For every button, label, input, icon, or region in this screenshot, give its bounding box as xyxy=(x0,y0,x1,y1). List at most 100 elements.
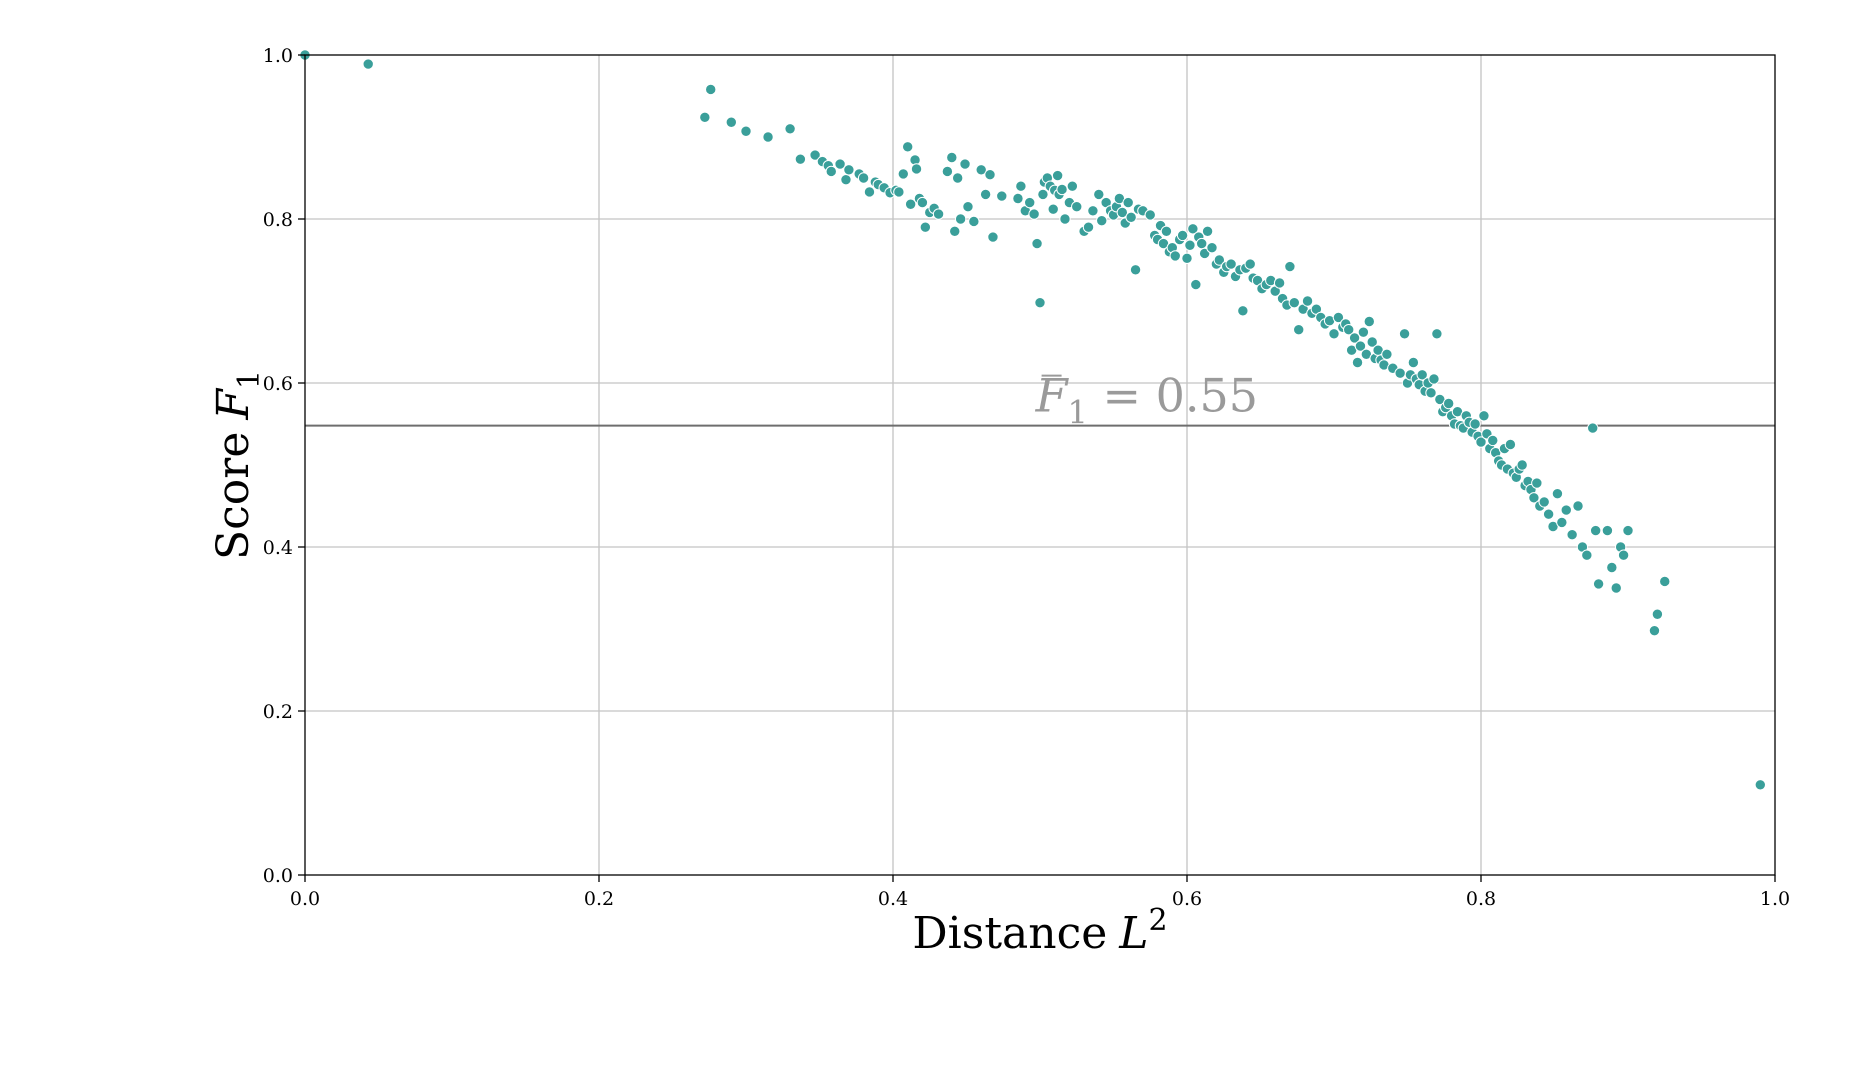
mean-label-value: = 0.55 xyxy=(1088,369,1258,423)
data-point xyxy=(949,225,961,238)
data-point xyxy=(919,221,932,233)
data-point xyxy=(843,164,855,176)
data-point xyxy=(1566,529,1578,541)
data-point xyxy=(1051,169,1064,182)
data-point xyxy=(1366,336,1378,348)
data-point xyxy=(979,188,992,201)
data-point xyxy=(1301,295,1314,307)
data-point xyxy=(1572,500,1584,512)
axis-ticks: 0.0 0.2 0.4 0.6 0.8 1.0 0.0 0.2 0.4 0.6 0.8 1.0 xyxy=(263,45,1790,910)
data-point xyxy=(1169,250,1181,262)
data-point xyxy=(1056,183,1068,196)
data-point xyxy=(1125,211,1137,224)
data-point xyxy=(1601,524,1614,537)
data-point xyxy=(1651,608,1664,620)
data-point xyxy=(1332,311,1345,324)
data-point xyxy=(1617,549,1630,561)
data-point xyxy=(1343,324,1355,336)
data-point xyxy=(784,123,796,135)
data-point xyxy=(1225,258,1237,270)
data-point xyxy=(1357,326,1370,338)
data-point xyxy=(362,58,374,70)
data-point xyxy=(1024,196,1036,209)
x-tick-label: 0.2 xyxy=(584,888,614,910)
x-axis-title-superscript: 2 xyxy=(1149,903,1168,938)
data-point xyxy=(1431,328,1443,340)
data-point xyxy=(809,149,821,161)
data-point xyxy=(1244,258,1256,270)
data-point xyxy=(1037,188,1049,201)
data-point xyxy=(1187,223,1199,235)
data-point xyxy=(1581,549,1593,561)
plot-frame xyxy=(304,54,1776,876)
data-point xyxy=(910,163,923,175)
data-point xyxy=(1196,237,1208,250)
data-point xyxy=(1160,225,1173,238)
data-point xyxy=(1012,192,1024,205)
data-point xyxy=(1348,332,1361,344)
data-point xyxy=(941,165,954,178)
data-point xyxy=(725,116,737,128)
x-tick-label: 0.4 xyxy=(878,888,908,910)
data-point xyxy=(897,168,909,180)
data-point xyxy=(959,158,971,170)
data-point xyxy=(1531,477,1543,489)
data-point xyxy=(1551,488,1564,500)
data-point xyxy=(705,83,717,96)
data-point xyxy=(951,172,964,184)
data-point xyxy=(1478,410,1490,422)
data-point xyxy=(1538,496,1550,508)
data-point xyxy=(902,141,914,153)
data-point xyxy=(1093,188,1105,201)
data-point xyxy=(1407,356,1420,369)
data-point xyxy=(1190,278,1202,291)
data-point xyxy=(1556,516,1568,529)
data-point xyxy=(1363,315,1375,328)
data-point xyxy=(1028,208,1040,220)
data-point xyxy=(1144,209,1156,221)
data-point xyxy=(1351,356,1364,369)
y-axis-title-math: F xyxy=(208,388,259,421)
data-point xyxy=(1754,779,1767,791)
data-point xyxy=(1394,367,1406,379)
x-tick-label: 1.0 xyxy=(1760,888,1790,910)
x-axis-title-text: Distance xyxy=(912,908,1107,959)
data-point xyxy=(1469,418,1481,430)
y-axis-title: Score F1 xyxy=(208,370,267,560)
data-point xyxy=(1087,205,1099,217)
data-point xyxy=(1542,508,1555,520)
data-point xyxy=(1237,305,1249,317)
data-point xyxy=(1592,578,1605,590)
data-point xyxy=(1201,225,1214,238)
data-point xyxy=(1293,324,1305,336)
data-point xyxy=(1442,397,1455,410)
y-tick-label: 0.6 xyxy=(263,373,293,395)
data-point xyxy=(893,186,905,198)
gridlines xyxy=(305,55,1775,875)
y-tick-label: 0.8 xyxy=(263,209,293,231)
data-point xyxy=(863,186,876,198)
data-point xyxy=(1181,252,1193,265)
data-point xyxy=(1034,296,1046,309)
mean-label-subscript: 1 xyxy=(1068,394,1088,432)
y-tick-label: 0.0 xyxy=(263,865,293,887)
data-point xyxy=(996,190,1008,202)
data-point xyxy=(1428,373,1440,385)
x-tick-label: 0.0 xyxy=(290,888,320,910)
data-point xyxy=(1184,239,1196,251)
data-point xyxy=(1425,387,1437,399)
data-point xyxy=(834,158,846,170)
data-point xyxy=(1116,206,1129,219)
data-point xyxy=(1066,180,1079,192)
data-point xyxy=(975,164,987,176)
data-point xyxy=(1354,340,1367,352)
data-point xyxy=(984,169,996,181)
data-point xyxy=(968,215,980,228)
data-point xyxy=(1587,422,1599,434)
x-axis-title: Distance L2 xyxy=(912,903,1167,959)
y-tick-label: 0.4 xyxy=(263,537,293,559)
data-point xyxy=(1288,296,1301,309)
data-point xyxy=(1648,624,1661,637)
data-point xyxy=(1606,561,1618,574)
